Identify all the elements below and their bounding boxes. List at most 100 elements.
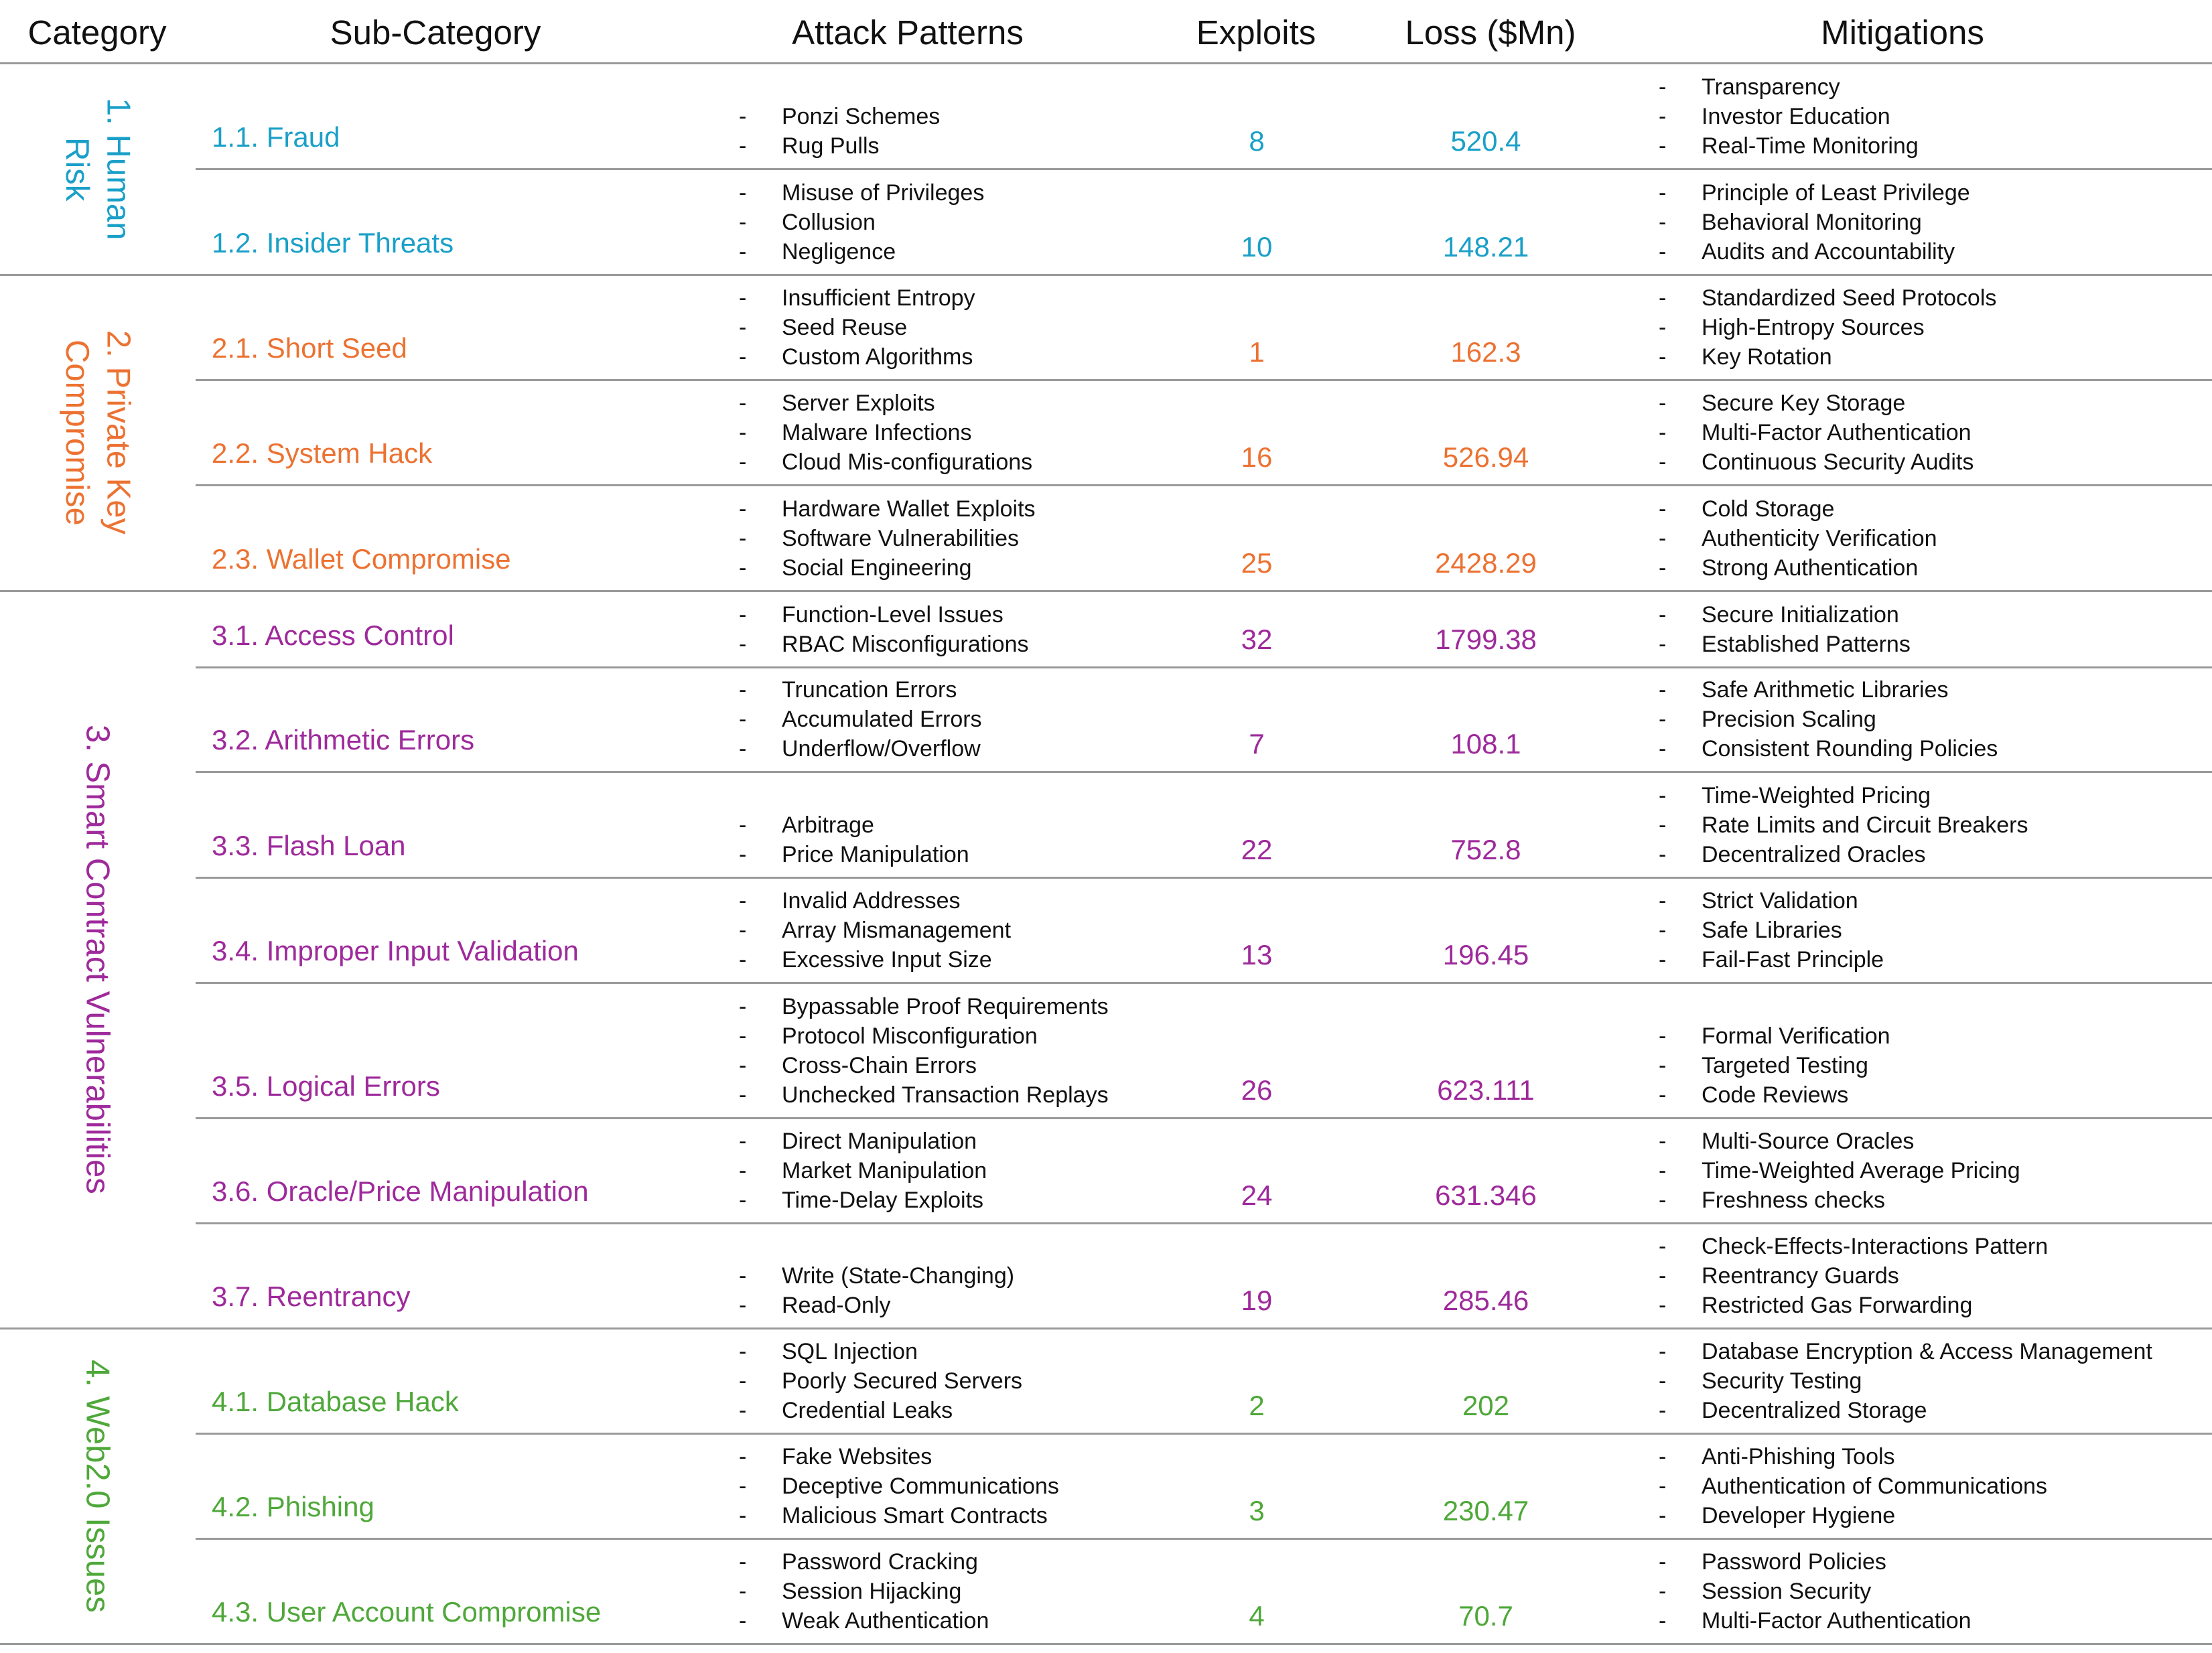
row-divider: [196, 877, 2212, 879]
mitigation-item-text: Time-Weighted Pricing: [1702, 783, 1931, 808]
attack-pattern-item-text: Array Mismanagement: [782, 918, 1012, 943]
bullet-dash: -: [739, 1129, 747, 1154]
loss-value: 230.47: [1442, 1495, 1529, 1526]
subcategory-fraud: 1.1. Fraud: [212, 121, 340, 153]
bullet-dash: -: [1659, 1158, 1667, 1183]
subcategory-access-control: 3.1. Access Control: [212, 620, 454, 651]
row-divider: [196, 771, 2212, 773]
loss-value: 752.8: [1450, 834, 1521, 865]
mitigation-item-text: Safe Libraries: [1702, 918, 1842, 943]
bullet-dash: -: [1659, 842, 1667, 867]
bullet-dash: -: [1659, 315, 1667, 340]
bullet-dash: -: [1659, 1549, 1667, 1575]
attack-pattern-item-text: Bypassable Proof Requirements: [782, 994, 1109, 1019]
mitigation-item-text: Key Rotation: [1702, 344, 1832, 370]
bullet-dash: -: [1659, 1293, 1667, 1318]
bullet-dash: -: [1659, 707, 1667, 732]
mitigation-item-text: Investor Education: [1702, 104, 1890, 129]
mitigation-item-text: Check-Effects-Interactions Pattern: [1702, 1234, 2049, 1259]
attack-pattern-item-text: Market Manipulation: [782, 1158, 987, 1183]
attack-pattern-item-text: Malware Infections: [782, 420, 972, 445]
attack-pattern-item-text: Weak Authentication: [782, 1608, 989, 1634]
bullet-dash: -: [739, 180, 747, 206]
mitigation-item-text: Continuous Security Audits: [1702, 449, 1974, 475]
bullet-dash: -: [739, 918, 747, 943]
bullet-dash: -: [739, 1549, 747, 1575]
attack-pattern-item-text: Time-Delay Exploits: [782, 1188, 984, 1213]
loss-value: 70.7: [1458, 1600, 1513, 1632]
mitigation-item-text: Decentralized Storage: [1702, 1398, 1927, 1423]
bullet-dash: -: [1659, 888, 1667, 914]
attack-pattern-item-text: Collusion: [782, 210, 876, 235]
loss-value: 285.46: [1442, 1285, 1529, 1316]
mitigation-item-text: Consistent Rounding Policies: [1702, 736, 1998, 762]
mitigation-item-text: Fail-Fast Principle: [1702, 947, 1884, 973]
bullet-dash: -: [1659, 390, 1667, 416]
mitigation-item-text: Cold Storage: [1702, 496, 1835, 522]
attack-pattern-item-text: Invalid Addresses: [782, 888, 961, 914]
subcategory-improper-input-validation: 3.4. Improper Input Validation: [212, 935, 579, 966]
exploits-value: 4: [1249, 1600, 1265, 1632]
bullet-dash: -: [739, 420, 747, 445]
subcategory-reentrancy: 3.7. Reentrancy: [212, 1281, 411, 1312]
bullet-dash: -: [1659, 1368, 1667, 1394]
mitigation-item-text: Multi-Factor Authentication: [1702, 1608, 1972, 1634]
attack-pattern-item-text: RBAC Misconfigurations: [782, 632, 1029, 657]
bullet-dash: -: [739, 210, 747, 235]
bullet-dash: -: [739, 1082, 747, 1108]
loss-value: 108.1: [1450, 728, 1521, 760]
header-exploits: Exploits: [1196, 13, 1316, 52]
exploits-value: 3: [1249, 1495, 1265, 1526]
attack-pattern-item-text: Cloud Mis-configurations: [782, 449, 1033, 475]
exploits-value: 19: [1241, 1285, 1273, 1316]
attack-pattern-item-text: Function-Level Issues: [782, 602, 1004, 628]
bullet-dash: -: [1659, 449, 1667, 475]
row-divider: [196, 1433, 2212, 1435]
bullet-dash: -: [1659, 1023, 1667, 1049]
exploits-value: 13: [1241, 939, 1273, 971]
attack-pattern-item-text: Write (State-Changing): [782, 1263, 1015, 1289]
subcategory-database-hack: 4.1. Database Hack: [212, 1386, 459, 1417]
exploits-value: 16: [1241, 441, 1273, 473]
bullet-dash: -: [739, 133, 747, 159]
bullet-dash: -: [739, 315, 747, 340]
bullet-dash: -: [1659, 133, 1667, 159]
bullet-dash: -: [739, 1188, 747, 1213]
bullet-dash: -: [1659, 1053, 1667, 1078]
exploits-value: 26: [1241, 1074, 1273, 1106]
bullet-dash: -: [739, 344, 747, 370]
mitigation-item-text: Time-Weighted Average Pricing: [1702, 1158, 2020, 1183]
mitigation-item-text: Targeted Testing: [1702, 1053, 1868, 1078]
attack-pattern-item-text: Excessive Input Size: [782, 947, 992, 973]
bullet-dash: -: [739, 390, 747, 416]
bullet-dash: -: [1659, 1398, 1667, 1423]
mitigation-item-text: Decentralized Oracles: [1702, 842, 1926, 867]
exploits-value: 22: [1241, 834, 1273, 865]
bullet-dash: -: [739, 677, 747, 703]
subcategory-user-account-compromise: 4.3. User Account Compromise: [212, 1596, 602, 1628]
attack-pattern-item-text: Poorly Secured Servers: [782, 1368, 1023, 1394]
subcategory-system-hack: 2.2. System Hack: [212, 437, 433, 469]
loss-value: 520.4: [1450, 125, 1521, 157]
mitigation-item-text: Reentrancy Guards: [1702, 1263, 1899, 1289]
mitigation-item-text: Session Security: [1702, 1579, 1872, 1604]
bullet-dash: -: [739, 555, 747, 581]
header-rule: [0, 62, 2212, 64]
loss-value: 526.94: [1442, 441, 1529, 473]
attack-pattern-item-text: SQL Injection: [782, 1339, 918, 1364]
bullet-dash: -: [1659, 1129, 1667, 1154]
attack-pattern-item-text: Arbitrage: [782, 812, 874, 838]
bullet-dash: -: [739, 1474, 747, 1499]
bullet-dash: -: [739, 1368, 747, 1394]
bullet-dash: -: [739, 994, 747, 1019]
mitigation-item-text: Established Patterns: [1702, 632, 1911, 657]
bullet-dash: -: [739, 632, 747, 657]
mitigation-item-text: Behavioral Monitoring: [1702, 210, 1922, 235]
bullet-dash: -: [739, 707, 747, 732]
attack-pattern-item-text: Direct Manipulation: [782, 1129, 977, 1154]
bullet-dash: -: [1659, 420, 1667, 445]
bullet-dash: -: [1659, 210, 1667, 235]
exploits-value: 10: [1241, 231, 1273, 263]
mitigation-item-text: Standardized Seed Protocols: [1702, 285, 1997, 311]
